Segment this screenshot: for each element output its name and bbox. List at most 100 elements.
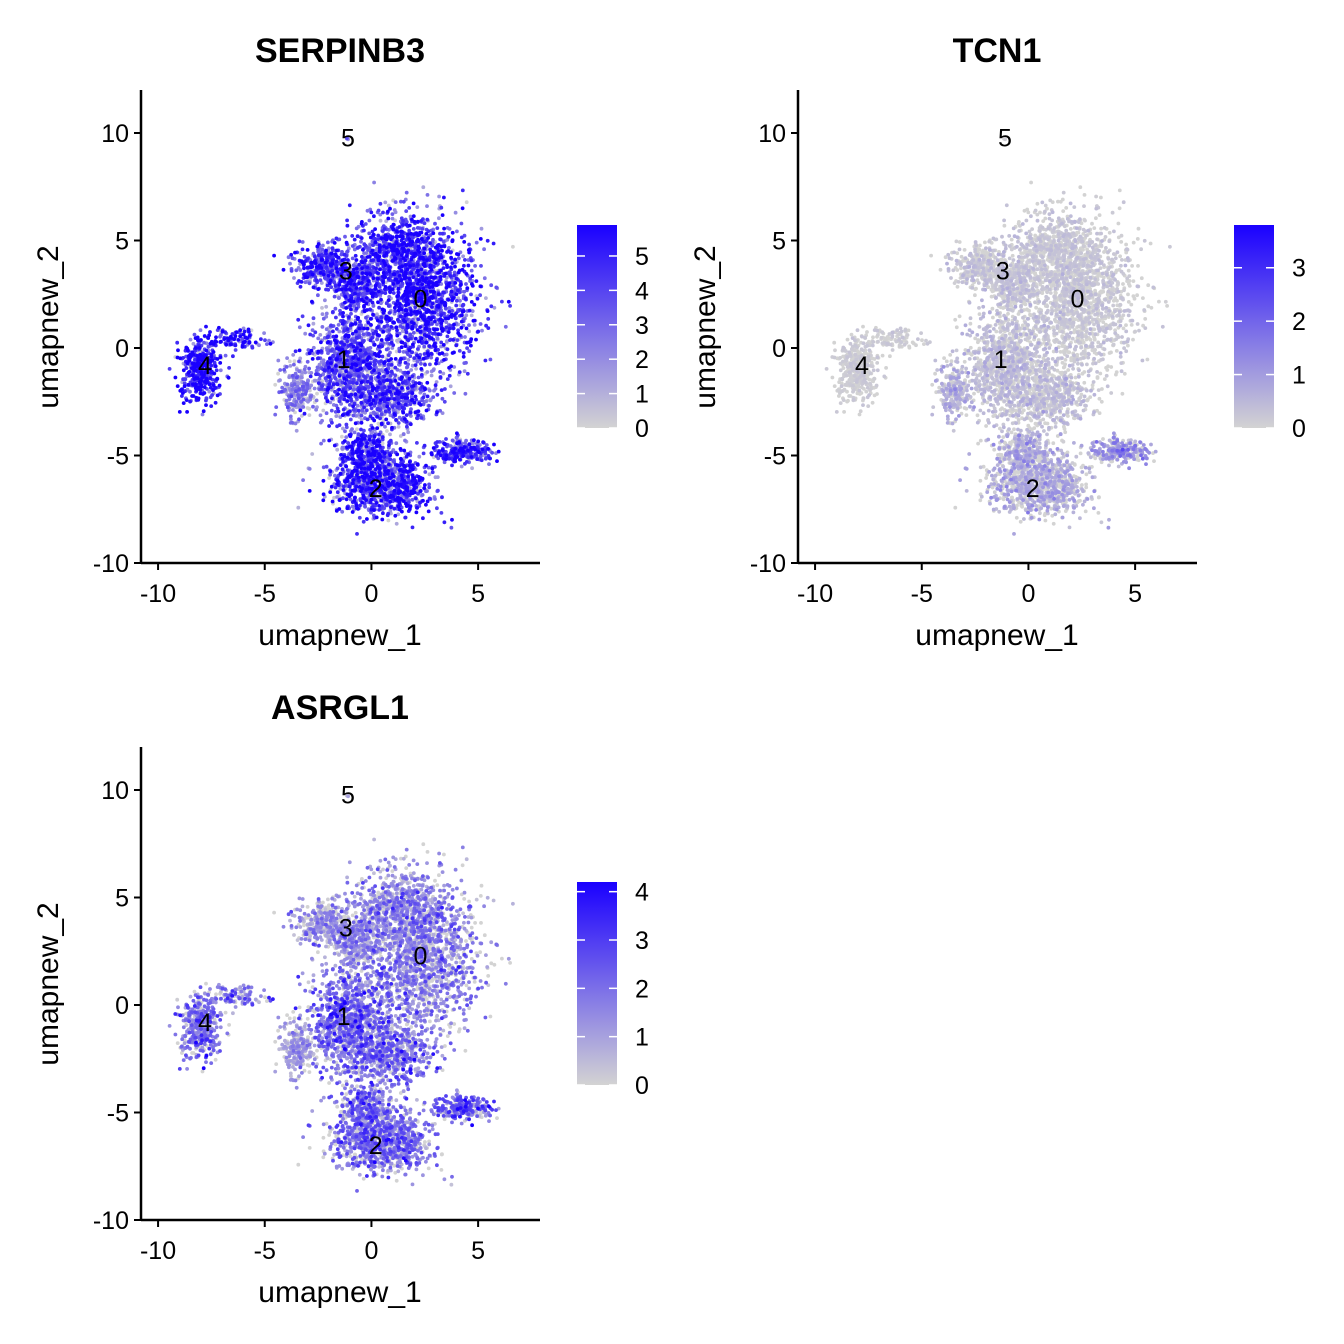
cell-point: [427, 388, 432, 393]
cell-point: [392, 506, 397, 511]
cell-point: [403, 438, 407, 443]
cell-point: [467, 349, 472, 354]
cell-point: [316, 293, 320, 298]
cell-point: [448, 338, 452, 342]
cell-point: [305, 382, 310, 386]
cell-point: [446, 235, 451, 239]
cell-point: [459, 319, 464, 324]
cell-point: [355, 532, 359, 536]
cell-point: [345, 218, 349, 223]
cell-point: [297, 359, 301, 364]
cell-point: [324, 265, 329, 269]
cell-point: [324, 327, 329, 332]
cell-point: [285, 356, 289, 360]
cell-point: [357, 389, 361, 394]
cell-point: [250, 345, 255, 350]
cell-point: [409, 407, 413, 412]
cell-point: [379, 412, 384, 417]
cell-point: [324, 411, 329, 416]
cell-point: [227, 366, 232, 370]
cell-point: [298, 284, 303, 289]
cell-point: [368, 434, 373, 439]
cell-point: [414, 496, 418, 501]
cell-point: [336, 409, 341, 414]
cell-point: [454, 298, 459, 303]
cell-point: [475, 457, 479, 461]
cell-point: [376, 208, 381, 213]
cell-point: [340, 434, 344, 439]
cell-point: [489, 304, 494, 309]
cell-point: [383, 409, 388, 414]
cell-point: [210, 393, 215, 397]
cell-point: [290, 387, 295, 392]
cell-point: [316, 336, 321, 341]
cell-point: [303, 331, 308, 336]
cell-point: [300, 247, 305, 252]
cell-point: [311, 321, 316, 326]
cell-point: [308, 395, 313, 399]
cell-point: [311, 404, 315, 409]
cell-point: [466, 263, 471, 268]
cell-point: [300, 240, 305, 244]
cell-point: [380, 354, 385, 359]
cell-point: [482, 276, 487, 281]
cell-point: [376, 407, 380, 412]
cell-point: [296, 317, 301, 322]
cell-point: [463, 296, 468, 301]
cell-point: [361, 275, 366, 280]
cell-point: [423, 470, 428, 474]
cell-point: [385, 429, 389, 433]
cell-point: [486, 326, 491, 330]
cell-point: [363, 375, 368, 380]
cell-point: [340, 467, 345, 472]
cell-point: [316, 253, 321, 258]
cell-point: [408, 422, 413, 427]
cell-point: [378, 218, 383, 223]
cell-point: [338, 463, 343, 467]
cell-point: [342, 252, 347, 257]
cell-point: [318, 413, 323, 418]
cell-point: [362, 366, 367, 370]
cell-point: [331, 382, 336, 387]
cell-point: [328, 270, 333, 275]
cell-point: [449, 265, 453, 270]
cell-point: [326, 240, 330, 245]
cell-point: [365, 208, 370, 213]
cell-point: [383, 424, 387, 429]
cell-point: [351, 404, 355, 409]
cell-point: [408, 332, 413, 337]
cell-point: [415, 205, 420, 210]
cell-point: [330, 396, 334, 401]
cell-point: [314, 368, 319, 373]
cell-point: [411, 330, 416, 335]
cell-point: [330, 246, 335, 251]
cell-point: [375, 262, 380, 267]
cell-point: [333, 375, 337, 380]
cell-point: [380, 435, 385, 440]
cell-point: [368, 392, 372, 396]
cell-point: [374, 266, 378, 271]
cell-point: [427, 472, 432, 477]
cell-point: [342, 328, 347, 333]
cell-point: [338, 396, 342, 400]
cell-point: [481, 440, 485, 444]
cell-point: [406, 338, 411, 343]
cell-point: [452, 273, 456, 278]
cell-point: [361, 291, 366, 296]
cell-point: [465, 371, 470, 376]
cell-point: [442, 399, 447, 404]
cell-point: [387, 294, 392, 299]
cell-point: [435, 440, 440, 444]
cell-point: [320, 312, 325, 316]
cell-point: [360, 254, 364, 259]
cell-point: [383, 385, 387, 389]
cell-point: [464, 282, 468, 286]
cell-point: [301, 478, 305, 482]
cell-point: [425, 204, 429, 209]
cell-point: [451, 338, 456, 342]
cell-point: [416, 317, 421, 322]
cell-point: [318, 333, 323, 337]
cell-point: [485, 238, 490, 243]
cell-point: [390, 216, 395, 221]
cell-point: [445, 334, 450, 339]
